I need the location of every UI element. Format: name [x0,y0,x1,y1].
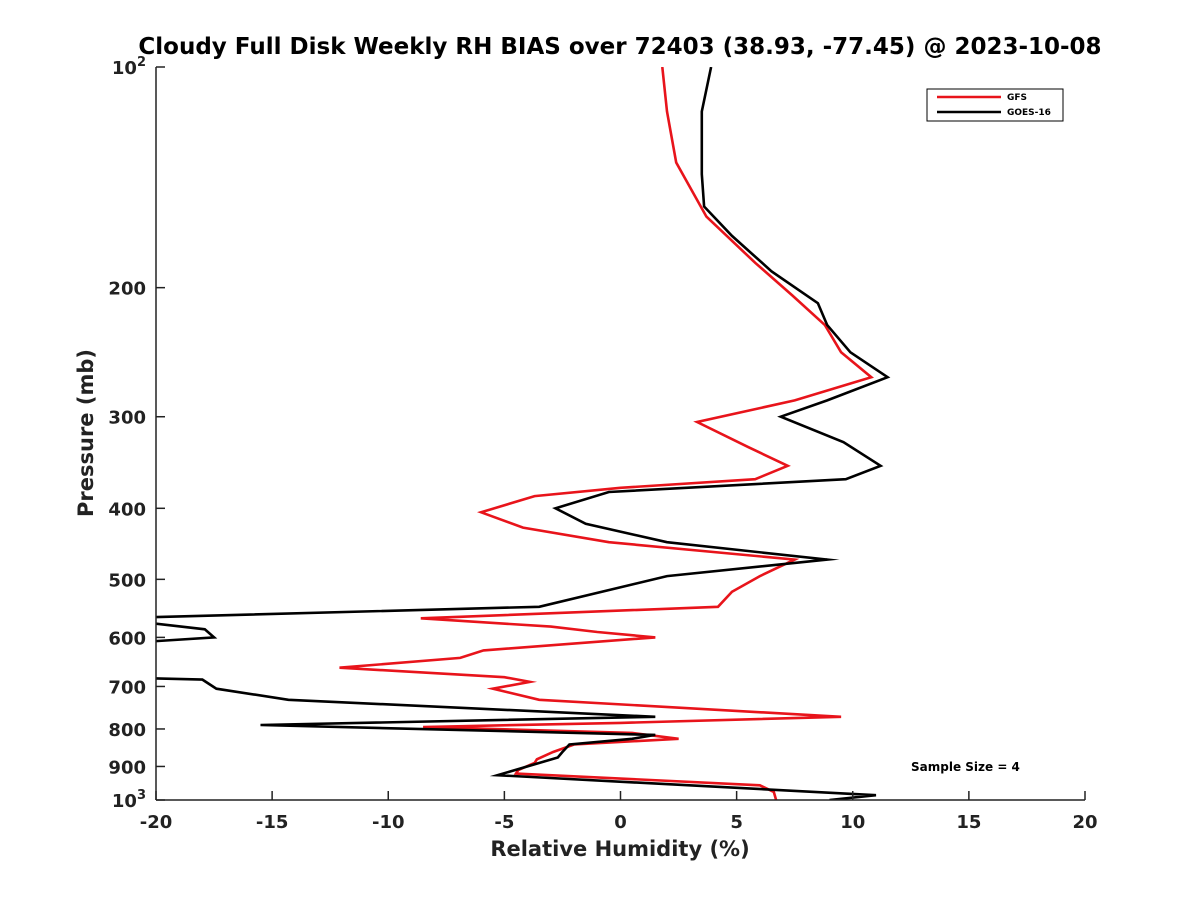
x-tick-label: -20 [140,812,173,833]
chart-title: Cloudy Full Disk Weekly RH BIAS over 724… [138,34,1101,60]
x-tick-label: 15 [956,812,981,833]
legend-box [926,88,1064,122]
y-tick-label: 700 [108,677,146,698]
y-tick-label: 200 [108,279,146,300]
y-axis-label: Pressure (mb) [74,349,98,517]
legend-label-goes16: GOES-16 [1007,108,1051,118]
x-tick-label: 20 [1072,812,1097,833]
x-tick-label: -5 [494,812,514,833]
y-tick-label: 102 [112,55,146,79]
sample-size-annotation: Sample Size = 4 [911,760,1020,774]
y-tick-label: 300 [108,408,146,429]
x-ticks: -20 -15 -10 -5 0 5 10 15 20 [140,791,1098,833]
y-tick-label: 103 [112,788,146,812]
y-tick-label: 800 [108,720,146,741]
y-ticks: 102 200 300 400 500 600 700 800 900 103 [108,55,165,812]
series-line-goes16 [156,67,891,800]
x-tick-label: -15 [256,812,289,833]
y-tick-label: 900 [108,757,146,778]
x-tick-label: -10 [372,812,405,833]
x-axis-label: Relative Humidity (%) [490,837,749,861]
x-tick-label: 5 [730,812,743,833]
series-line-gfs [339,67,874,800]
series-layer [156,67,891,800]
y-tick-label: 500 [108,570,146,591]
y-tick-label: 600 [108,628,146,649]
x-tick-label: 10 [840,812,865,833]
y-tick-label: 400 [108,499,146,520]
legend: GFS GOES-16 [926,88,1064,122]
x-tick-label: 0 [614,812,627,833]
legend-label-gfs: GFS [1007,93,1027,103]
